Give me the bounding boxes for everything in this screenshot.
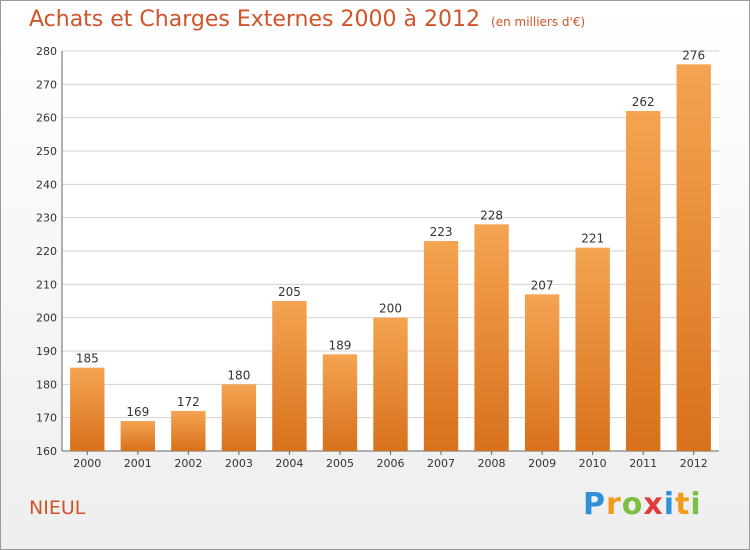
x-tick-label-2000: 2000 (73, 457, 101, 470)
x-tick-label-2008: 2008 (478, 457, 506, 470)
y-tick-label: 270 (36, 78, 57, 91)
value-label-2002: 172 (177, 395, 200, 409)
bar-2005 (322, 354, 358, 451)
x-tick-label-2012: 2012 (680, 457, 708, 470)
logo-letter: t (675, 487, 691, 522)
bars (70, 64, 711, 452)
y-tick-label: 250 (36, 145, 57, 158)
proxiti-logo: Proxiti (583, 487, 702, 522)
value-label-2009: 207 (531, 278, 554, 292)
bar-2012 (676, 64, 711, 452)
x-tick-label-2003: 2003 (225, 457, 253, 470)
x-tick-label-2007: 2007 (427, 457, 455, 470)
bar-2008 (474, 224, 509, 451)
y-tick-label: 230 (36, 212, 57, 225)
x-tick-label-2002: 2002 (174, 457, 202, 470)
y-tick-label: 240 (36, 178, 57, 191)
logo-letter: i (663, 487, 676, 522)
y-tick-label: 190 (36, 345, 57, 358)
value-label-2003: 180 (227, 368, 250, 382)
value-label-2012: 276 (682, 48, 705, 62)
bar-2010 (575, 247, 610, 451)
value-label-2010: 221 (581, 232, 604, 246)
axes: 160 170 180 190 200 210 220 230 240 250 260 270 280 2… (36, 45, 719, 470)
bar-2011 (626, 111, 661, 451)
y-tick-label: 160 (36, 445, 57, 458)
title-text: Achats et Charges Externes 2000 à 2012 (29, 7, 480, 32)
y-tick-label: 220 (36, 245, 57, 258)
y-tick-label: 210 (36, 278, 57, 291)
place-name: NIEUL (29, 497, 86, 519)
value-label-2007: 223 (430, 225, 453, 239)
value-label-2008: 228 (480, 208, 503, 222)
y-tick-label: 280 (36, 45, 57, 58)
value-label-2005: 189 (329, 338, 352, 352)
logo-letter: o (621, 487, 644, 522)
bar-2006 (373, 317, 408, 451)
bar-2000 (70, 367, 105, 451)
bar-2003 (221, 384, 257, 451)
logo-letter: P (583, 487, 606, 522)
logo-letter: r (606, 487, 622, 522)
y-tick-label: 260 (36, 112, 57, 125)
y-tick-label: 200 (36, 312, 57, 325)
y-tick-label: 180 (36, 378, 57, 391)
value-label-2006: 200 (379, 302, 402, 316)
value-label-2011: 262 (632, 95, 655, 109)
value-label-2004: 205 (278, 285, 301, 299)
bar-2001 (120, 421, 155, 451)
x-tick-label-2009: 2009 (528, 457, 556, 470)
x-tick-label-2006: 2006 (377, 457, 405, 470)
value-label-2000: 185 (76, 352, 99, 366)
bar-2004 (272, 301, 307, 451)
chart-title: Achats et Charges Externes 2000 à 2012 (… (29, 7, 585, 32)
value-label-2001: 169 (126, 405, 149, 419)
bar-2007 (423, 241, 459, 451)
value-labels: 185 169 172 180 205 189 200 223 228 207 221 262 276 (76, 48, 705, 419)
x-tick-label-2004: 2004 (275, 457, 303, 470)
logo-letter: x (643, 487, 664, 522)
y-tick-label: 170 (36, 412, 57, 425)
x-tick-label-2010: 2010 (579, 457, 607, 470)
bar-2009 (524, 294, 560, 451)
x-tick-label-2001: 2001 (124, 457, 152, 470)
logo-letter: i (690, 487, 702, 522)
x-tick-label-2005: 2005 (326, 457, 354, 470)
title-unit: (en milliers d'€) (491, 15, 586, 29)
bar-2002 (171, 411, 206, 451)
x-tick-label-2011: 2011 (629, 457, 657, 470)
